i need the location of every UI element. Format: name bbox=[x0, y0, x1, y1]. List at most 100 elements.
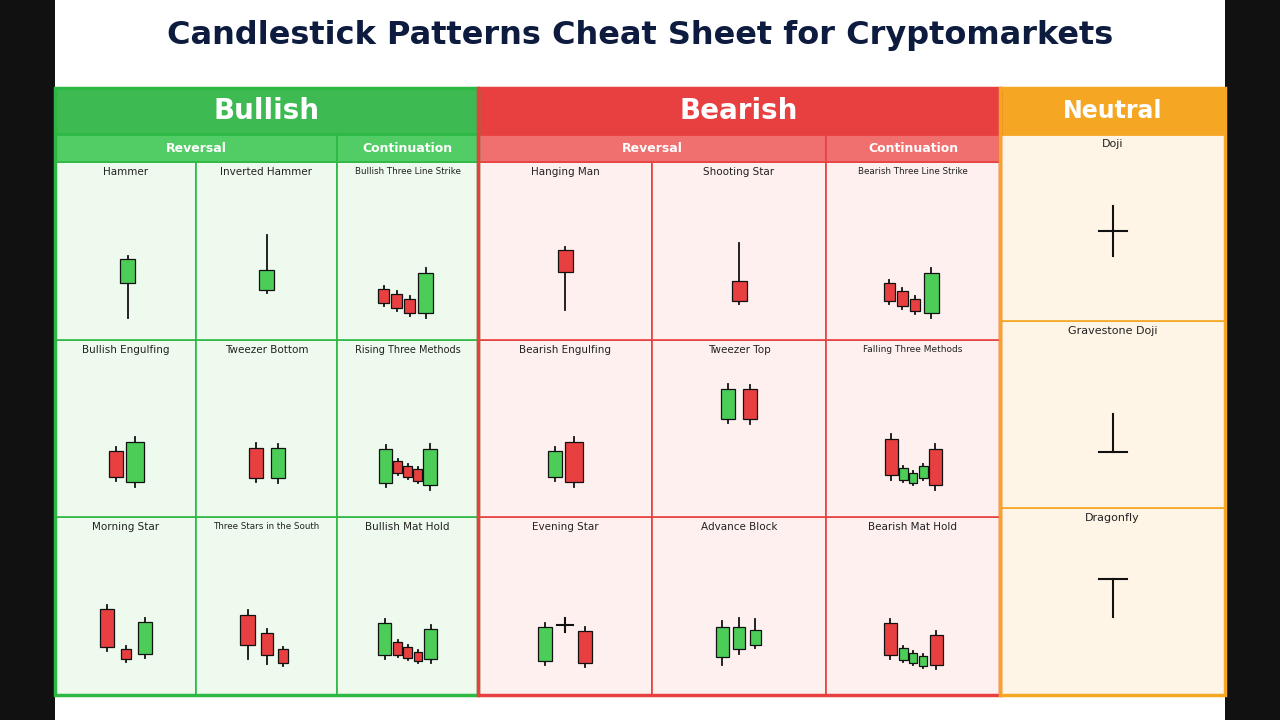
FancyBboxPatch shape bbox=[1000, 508, 1225, 695]
Bar bbox=[896, 291, 908, 306]
Bar bbox=[899, 648, 908, 660]
FancyBboxPatch shape bbox=[0, 0, 55, 720]
Bar bbox=[125, 442, 143, 482]
Bar bbox=[899, 468, 908, 480]
Bar bbox=[248, 449, 262, 478]
Text: Bearish Mat Hold: Bearish Mat Hold bbox=[869, 522, 957, 532]
Text: Evening Star: Evening Star bbox=[531, 522, 598, 532]
Bar bbox=[259, 270, 274, 290]
FancyBboxPatch shape bbox=[826, 134, 1000, 162]
FancyBboxPatch shape bbox=[652, 340, 826, 518]
Bar bbox=[883, 283, 895, 301]
FancyBboxPatch shape bbox=[826, 162, 1000, 340]
Text: Advance Block: Advance Block bbox=[700, 522, 777, 532]
Text: Doji: Doji bbox=[1102, 139, 1124, 149]
FancyBboxPatch shape bbox=[196, 162, 337, 340]
Bar bbox=[100, 609, 114, 647]
FancyBboxPatch shape bbox=[55, 340, 196, 518]
Bar bbox=[120, 258, 134, 283]
FancyBboxPatch shape bbox=[652, 162, 826, 340]
Text: Rising Three Methods: Rising Three Methods bbox=[355, 345, 461, 355]
FancyBboxPatch shape bbox=[55, 518, 196, 695]
Bar bbox=[909, 653, 916, 663]
FancyBboxPatch shape bbox=[337, 162, 477, 340]
Bar bbox=[923, 273, 938, 313]
Text: Bullish Engulfing: Bullish Engulfing bbox=[82, 345, 169, 355]
Bar bbox=[403, 647, 412, 658]
Bar bbox=[393, 462, 402, 473]
FancyBboxPatch shape bbox=[1000, 88, 1225, 134]
Bar bbox=[909, 473, 916, 483]
Bar bbox=[883, 623, 896, 655]
Text: Tweezer Bottom: Tweezer Bottom bbox=[225, 345, 308, 355]
Bar bbox=[413, 469, 422, 482]
FancyBboxPatch shape bbox=[55, 134, 337, 162]
Bar bbox=[564, 442, 582, 482]
Text: Candlestick Patterns Cheat Sheet for Cryptomarkets: Candlestick Patterns Cheat Sheet for Cry… bbox=[166, 20, 1114, 51]
FancyBboxPatch shape bbox=[196, 340, 337, 518]
Bar bbox=[241, 615, 255, 645]
FancyBboxPatch shape bbox=[1225, 0, 1280, 720]
Text: Bullish Mat Hold: Bullish Mat Hold bbox=[365, 522, 449, 532]
FancyBboxPatch shape bbox=[337, 134, 477, 162]
Bar bbox=[721, 390, 735, 420]
Text: Three Stars in the South: Three Stars in the South bbox=[214, 522, 320, 531]
Bar bbox=[404, 299, 415, 313]
Text: Bearish Three Line Strike: Bearish Three Line Strike bbox=[858, 167, 968, 176]
Text: Tweezer Top: Tweezer Top bbox=[708, 345, 771, 355]
Text: Falling Three Methods: Falling Three Methods bbox=[863, 345, 963, 354]
Text: Inverted Hammer: Inverted Hammer bbox=[220, 167, 312, 177]
Bar bbox=[379, 449, 392, 483]
Text: Neutral: Neutral bbox=[1062, 99, 1162, 123]
FancyBboxPatch shape bbox=[477, 88, 1000, 134]
Bar bbox=[390, 294, 402, 308]
Bar bbox=[120, 649, 131, 660]
FancyBboxPatch shape bbox=[1000, 321, 1225, 508]
FancyBboxPatch shape bbox=[337, 518, 477, 695]
Text: Dragonfly: Dragonfly bbox=[1085, 513, 1140, 523]
Bar bbox=[750, 630, 760, 645]
Bar bbox=[910, 299, 920, 311]
Bar bbox=[716, 627, 728, 657]
Text: Continuation: Continuation bbox=[868, 142, 957, 155]
Bar bbox=[422, 449, 436, 485]
Bar bbox=[538, 627, 552, 661]
Bar bbox=[378, 623, 390, 655]
Text: Hanging Man: Hanging Man bbox=[531, 167, 599, 177]
FancyBboxPatch shape bbox=[477, 162, 652, 340]
Text: Gravestone Doji: Gravestone Doji bbox=[1068, 326, 1157, 336]
Bar bbox=[261, 633, 273, 655]
FancyBboxPatch shape bbox=[477, 340, 652, 518]
Bar bbox=[378, 289, 389, 303]
Text: Morning Star: Morning Star bbox=[92, 522, 159, 532]
Text: Shooting Star: Shooting Star bbox=[704, 167, 774, 177]
FancyBboxPatch shape bbox=[196, 518, 337, 695]
FancyBboxPatch shape bbox=[55, 88, 477, 134]
Bar bbox=[109, 451, 123, 477]
Bar bbox=[929, 635, 942, 665]
Bar bbox=[270, 449, 284, 478]
Bar bbox=[393, 642, 402, 655]
Text: Bearish Engulfing: Bearish Engulfing bbox=[518, 345, 611, 355]
Bar bbox=[919, 467, 928, 478]
FancyBboxPatch shape bbox=[826, 340, 1000, 518]
Bar bbox=[733, 627, 745, 649]
Bar bbox=[731, 281, 746, 300]
Text: Bullish: Bullish bbox=[214, 97, 320, 125]
FancyBboxPatch shape bbox=[337, 340, 477, 518]
Bar bbox=[419, 273, 433, 313]
Text: Continuation: Continuation bbox=[362, 142, 453, 155]
Text: Hammer: Hammer bbox=[102, 167, 148, 177]
Text: Bullish Three Line Strike: Bullish Three Line Strike bbox=[355, 167, 461, 176]
FancyBboxPatch shape bbox=[55, 162, 196, 340]
Bar bbox=[742, 390, 756, 420]
FancyBboxPatch shape bbox=[652, 518, 826, 695]
Bar bbox=[928, 449, 942, 485]
FancyBboxPatch shape bbox=[826, 518, 1000, 695]
Bar bbox=[137, 623, 151, 654]
FancyBboxPatch shape bbox=[477, 518, 652, 695]
FancyBboxPatch shape bbox=[1000, 134, 1225, 321]
Bar bbox=[278, 649, 288, 663]
Bar bbox=[919, 656, 927, 666]
Bar bbox=[884, 439, 897, 475]
